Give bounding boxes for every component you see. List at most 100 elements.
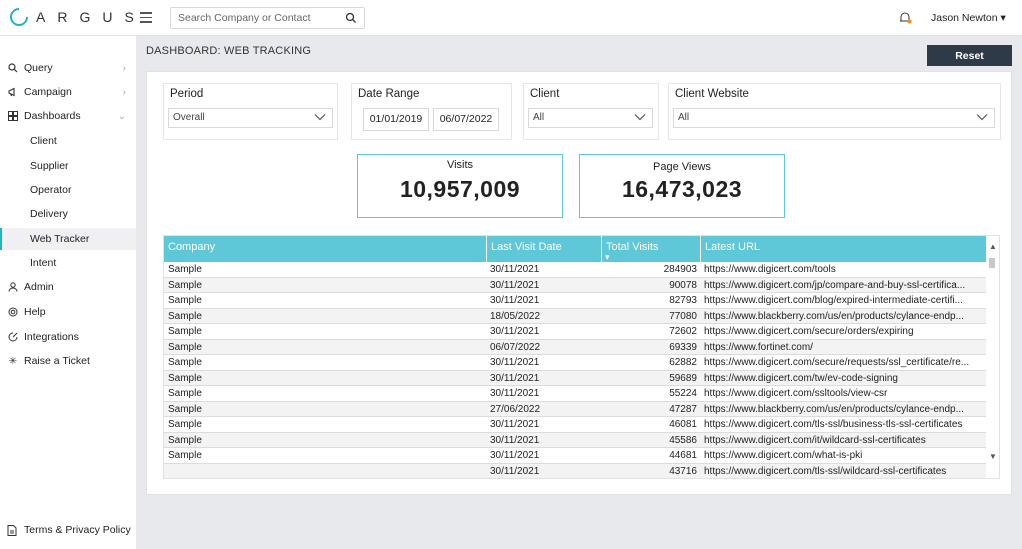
sidebar-item-query[interactable]: Query ›	[0, 57, 136, 79]
table-row[interactable]: Sample 30/11/2021 55224 https://www.digicer…	[164, 386, 986, 402]
search-input[interactable]	[171, 8, 341, 28]
user-menu[interactable]: Jason Newton ▾	[931, 12, 1006, 24]
latest-url-cell[interactable]: https://www.digicert.com/it/wildcard-ssl…	[704, 434, 926, 446]
top-bar: ARGUS Jason Newton ▾	[0, 0, 1022, 36]
total-visits-cell: 47287	[669, 403, 697, 415]
latest-url-cell[interactable]: https://www.digicert.com/tw/ev-code-sign…	[704, 372, 898, 384]
latest-url-cell[interactable]: https://www.blackberry.com/us/en/product…	[704, 403, 964, 415]
client-select[interactable]: All	[528, 108, 653, 128]
date-to-input[interactable]: 06/07/2022	[433, 108, 499, 131]
scroll-down-icon[interactable]: ▼	[989, 452, 997, 461]
document-icon	[7, 524, 17, 536]
table-row[interactable]: Sample 06/07/2022 69339 https://www.fortine…	[164, 339, 986, 355]
notification-bell-icon[interactable]	[898, 11, 912, 25]
last-visit-date-cell: 18/05/2022	[490, 310, 541, 322]
latest-url-cell[interactable]: https://www.digicert.com/secure/requests…	[704, 357, 970, 368]
chevron-down-icon: ⌄	[117, 110, 126, 122]
sidebar-subitem-supplier[interactable]: Supplier	[30, 160, 69, 172]
table-body: Sample 30/11/2021 284903 https://www.digice…	[164, 262, 986, 479]
period-select[interactable]: Overall	[168, 108, 333, 128]
search-icon	[7, 62, 19, 74]
chevron-right-icon: ›	[122, 86, 126, 98]
latest-url-cell[interactable]: https://www.digicert.com/secure/orders/e…	[704, 326, 914, 337]
table-row[interactable]: Sample 18/05/2022 77080 https://www.blackbe…	[164, 308, 986, 324]
latest-url-cell[interactable]: https://www.digicert.com/what-is-pki	[704, 450, 863, 461]
sidebar-item-raise-a-ticket[interactable]: ✳ Raise a Ticket	[0, 350, 136, 372]
sort-descending-icon: ▾	[605, 252, 610, 262]
sidebar-subitem-operator[interactable]: Operator	[30, 184, 72, 196]
chevron-right-icon: ›	[122, 62, 126, 74]
date-from-input[interactable]: 01/01/2019	[363, 108, 429, 131]
company-cell: Sample	[168, 279, 202, 291]
column-header-company[interactable]: Company	[164, 236, 487, 262]
brand-name: ARGUS	[36, 9, 146, 25]
latest-url-cell[interactable]: https://www.digicert.com/jp/compare-and-…	[704, 279, 966, 291]
last-visit-date-cell: 27/06/2022	[490, 403, 541, 415]
table-row[interactable]: Sample 30/11/2021 45586 https://www.digicer…	[164, 432, 986, 448]
latest-url-cell[interactable]: https://www.digicert.com/tls-ssl/busines…	[704, 419, 963, 430]
sidebar-item-integrations[interactable]: Integrations	[0, 326, 136, 348]
column-header-last-visit-date[interactable]: Last Visit Date	[487, 236, 602, 262]
table-row[interactable]: Sample 30/11/2021 59689 https://www.digicer…	[164, 370, 986, 386]
scroll-up-icon[interactable]: ▲	[989, 242, 997, 251]
column-header-latest-url[interactable]: Latest URL	[705, 241, 761, 253]
table-row[interactable]: Sample 27/06/2022 47287 https://www.blackbe…	[164, 401, 986, 417]
terms-privacy-label: Terms & Privacy Policy	[24, 524, 131, 536]
page-views-label: Page Views	[653, 161, 711, 173]
table-row[interactable]: Sample 30/11/2021 44681 https://www.digicer…	[164, 448, 986, 464]
total-visits-cell: 59689	[669, 372, 697, 384]
sidebar-subitem-delivery[interactable]: Delivery	[30, 208, 68, 220]
client-filter: Client All	[523, 83, 659, 140]
last-visit-date-cell: 30/11/2021	[490, 326, 540, 337]
reset-button[interactable]: Reset	[927, 45, 1012, 66]
visits-kpi-card: Visits 10,957,009	[357, 154, 563, 218]
search-icon[interactable]	[345, 12, 357, 24]
sidebar-subitem-client[interactable]: Client	[30, 135, 57, 147]
client-website-label: Client Website	[675, 88, 749, 100]
argus-logo[interactable]: ARGUS	[6, 4, 146, 30]
table-row[interactable]: Sample 30/11/2021 72602 https://www.digicer…	[164, 324, 986, 340]
table-row[interactable]: Sample 30/11/2021 90078 https://www.digicer…	[164, 277, 986, 293]
sidebar-subitem-intent[interactable]: Intent	[30, 257, 57, 269]
table-row[interactable]: 30/11/2021 43716 https://www.digicert.com/…	[164, 463, 986, 479]
latest-url-cell[interactable]: https://www.digicert.com/tools	[704, 264, 836, 275]
page-views-kpi-card: Page Views 16,473,023	[579, 154, 785, 218]
latest-url-cell[interactable]: https://www.digicert.com/tls-ssl/wildcar…	[704, 465, 947, 477]
sidebar-item-admin[interactable]: Admin	[0, 276, 136, 298]
scrollbar-thumb[interactable]	[989, 258, 995, 268]
search-box	[170, 7, 365, 29]
sidebar-item-help[interactable]: Help	[0, 301, 136, 323]
client-label: Client	[530, 88, 560, 100]
total-visits-cell: 77080	[669, 310, 697, 322]
visits-value: 10,957,009	[399, 176, 521, 202]
lifebuoy-icon	[7, 306, 19, 318]
latest-url-cell[interactable]: https://www.digicert.com/blog/expired-in…	[704, 295, 963, 306]
company-cell	[168, 464, 488, 479]
user-icon	[7, 281, 19, 293]
hamburger-menu-icon[interactable]	[140, 12, 152, 23]
table-row[interactable]: Sample 30/11/2021 62882 https://www.digicer…	[164, 355, 986, 371]
client-website-select[interactable]: All	[673, 108, 995, 128]
latest-url-cell[interactable]: https://www.digicert.com/ssltools/view-c…	[704, 388, 888, 399]
asterisk-icon: ✳	[8, 355, 18, 367]
table-row[interactable]: Sample 30/11/2021 46081 https://www.digicer…	[164, 417, 986, 433]
table-scrollbar[interactable]: ▲ ▼	[986, 236, 999, 478]
latest-url-cell[interactable]: https://www.blackberry.com/us/en/product…	[704, 310, 964, 322]
sidebar-item-label: Admin	[24, 281, 54, 293]
sidebar-item-dashboards[interactable]: Dashboards ⌄	[0, 105, 136, 127]
company-cell: Sample	[168, 403, 202, 415]
total-visits-cell: 82793	[669, 295, 697, 306]
sidebar-subitem-web-tracker[interactable]: Web Tracker	[0, 228, 136, 250]
column-header-total-visits[interactable]: Total Visits ▾	[602, 236, 701, 262]
sidebar-item-label: Integrations	[24, 331, 79, 343]
table-row[interactable]: Sample 30/11/2021 284903 https://www.digice…	[164, 262, 986, 278]
period-filter: Period Overall	[163, 83, 338, 140]
terms-privacy-link[interactable]: Terms & Privacy Policy	[7, 524, 131, 536]
page-views-value: 16,473,023	[621, 176, 743, 202]
latest-url-cell[interactable]: https://www.fortinet.com/	[704, 341, 813, 353]
table-row[interactable]: Sample 30/11/2021 82793 https://www.digicer…	[164, 293, 986, 309]
megaphone-icon	[7, 86, 19, 98]
client-value: All	[533, 112, 545, 123]
sidebar-item-campaign[interactable]: Campaign ›	[0, 81, 136, 103]
argus-logo-mark	[6, 4, 32, 30]
